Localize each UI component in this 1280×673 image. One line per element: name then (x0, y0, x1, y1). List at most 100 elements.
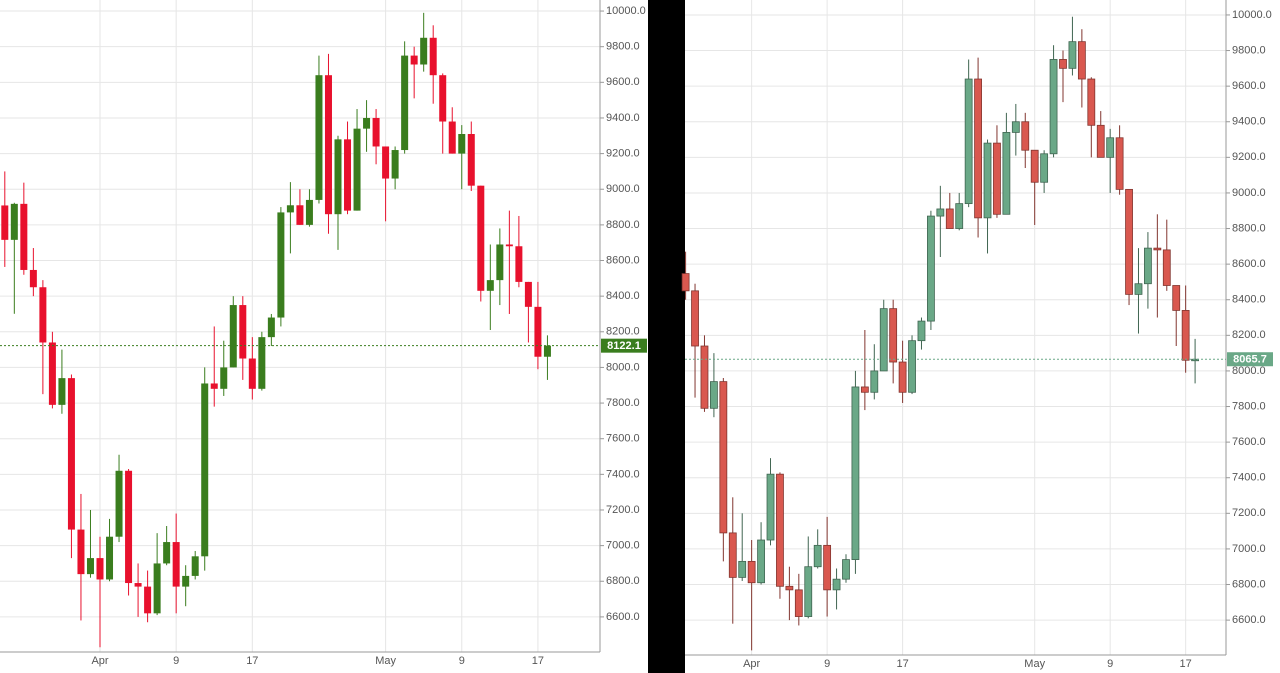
y-tick-label: 7200.0 (606, 504, 640, 516)
y-tick-label: 6600.0 (1232, 614, 1266, 626)
candle-body (467, 133, 475, 186)
candle-body (220, 367, 228, 389)
candle-body (534, 306, 542, 357)
candle-body (524, 281, 532, 307)
candle-body (1096, 124, 1105, 158)
x-tick-label: May (1024, 658, 1045, 670)
y-tick-label: 7600.0 (606, 433, 640, 445)
candle-body (851, 386, 860, 560)
candle-body (738, 560, 747, 578)
candle-body (324, 75, 332, 215)
candle-body (889, 308, 898, 363)
candle-body (239, 305, 247, 359)
divider (648, 0, 685, 673)
candle-body (1040, 153, 1049, 183)
candle-body (757, 539, 765, 584)
candle-body (1, 205, 9, 240)
candle-body (832, 578, 841, 591)
candle-body (372, 117, 380, 147)
candle-body (945, 208, 954, 229)
y-tick-label: 9200.0 (1232, 151, 1266, 163)
candle-body (974, 78, 982, 219)
candle-body (496, 244, 504, 281)
candle-body (505, 244, 513, 247)
x-tick-label: 17 (896, 658, 908, 670)
candle-body (1049, 59, 1058, 155)
candle-body (879, 308, 888, 372)
y-tick-label: 7400.0 (606, 468, 640, 480)
candle-body (1162, 249, 1171, 286)
candle-body (144, 586, 152, 614)
candle-body (993, 142, 1001, 215)
x-tick-label: 9 (459, 655, 465, 667)
candle-body (286, 205, 294, 213)
candle-body (898, 361, 907, 393)
candle-body (115, 470, 123, 537)
candle-body (125, 470, 133, 584)
candle-body (401, 55, 409, 151)
candle-body (382, 146, 390, 179)
candle-body (191, 556, 199, 576)
candle-body (1144, 247, 1152, 285)
y-tick-label: 6800.0 (606, 575, 640, 587)
y-tick-label: 8200.0 (606, 326, 640, 338)
candle-body (248, 358, 256, 389)
y-tick-label: 8800.0 (606, 219, 640, 231)
candle-body (1153, 247, 1162, 251)
candle-body (719, 381, 728, 534)
candle-body (277, 212, 285, 318)
x-tick-label: 9 (173, 655, 179, 667)
candle-body (766, 473, 775, 541)
y-tick-label: 9000.0 (606, 183, 640, 195)
candle-body (691, 290, 699, 347)
candle-body (39, 287, 47, 343)
y-tick-label: 8000.0 (1232, 365, 1266, 377)
candle-body (860, 386, 869, 393)
candle-body (794, 589, 803, 617)
candle-body (182, 575, 190, 587)
candle-body (439, 75, 447, 122)
candle-body (77, 529, 85, 575)
candle-body (305, 199, 313, 225)
y-tick-label: 7200.0 (1232, 507, 1266, 519)
candle-body (391, 150, 399, 179)
last-price-label: 8065.7 (1233, 354, 1267, 366)
candle-body (353, 128, 361, 211)
candle-body (10, 203, 18, 240)
candle-body (1181, 310, 1190, 361)
candle-body (29, 269, 37, 288)
y-tick-label: 6600.0 (606, 611, 640, 623)
candle-body (1068, 41, 1077, 69)
candle-body (1021, 121, 1030, 151)
candle-body (964, 78, 973, 205)
x-tick-label: 9 (824, 658, 830, 670)
candle-body (710, 381, 718, 409)
y-tick-label: 9600.0 (606, 76, 640, 88)
candle-body (1106, 137, 1115, 158)
y-tick-label: 8600.0 (1232, 258, 1266, 270)
candle-body (67, 378, 75, 530)
y-tick-label: 8400.0 (1232, 294, 1266, 306)
y-tick-label: 7800.0 (606, 397, 640, 409)
candle-body (1002, 132, 1011, 215)
candle-body (163, 542, 171, 564)
x-tick-label: 9 (1107, 658, 1113, 670)
candle-body (153, 563, 161, 614)
candle-body (1172, 285, 1181, 311)
candle-body (700, 345, 709, 409)
y-tick-label: 9800.0 (606, 41, 640, 53)
candle-body (486, 280, 494, 291)
candle-body (1059, 59, 1067, 69)
candle-body (448, 121, 456, 154)
y-tick-label: 8200.0 (1232, 329, 1266, 341)
candle-body (917, 320, 926, 342)
candle-body (210, 383, 218, 389)
candle-body (983, 142, 992, 219)
candle-body (1087, 78, 1096, 126)
candle-body (728, 532, 737, 578)
x-tick-label: 17 (246, 655, 258, 667)
candle-body (1125, 188, 1133, 295)
y-tick-label: 7400.0 (1232, 472, 1266, 484)
y-tick-label: 9800.0 (1232, 44, 1266, 56)
